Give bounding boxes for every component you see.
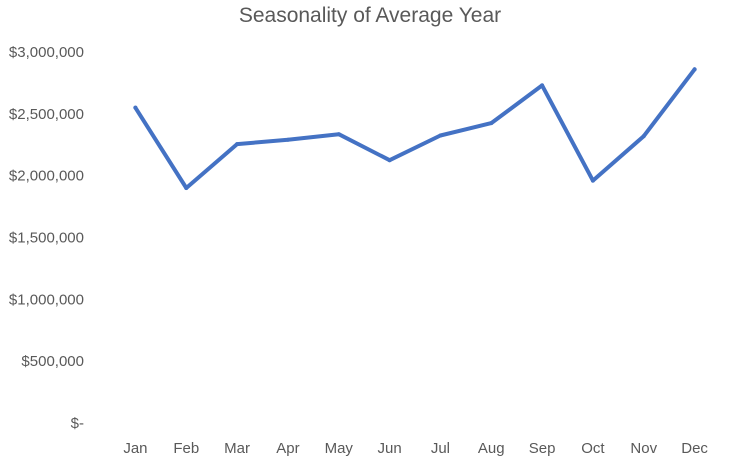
data-point <box>438 133 443 138</box>
data-point <box>285 137 290 142</box>
data-point <box>184 186 189 191</box>
x-tick-label: Sep <box>529 440 556 457</box>
y-axis: $- $500,000 $1,000,000 $1,500,000 $2,000,000… <box>9 44 84 432</box>
x-tick-label: Nov <box>630 440 657 457</box>
y-tick-label: $- <box>71 415 84 432</box>
series-line <box>133 67 697 190</box>
y-tick-label: $1,500,000 <box>9 230 84 247</box>
x-tick-label: Aug <box>478 440 505 457</box>
x-tick-label: Mar <box>224 440 250 457</box>
chart-title: Seasonality of Average Year <box>239 4 501 27</box>
data-point <box>641 134 646 139</box>
x-tick-label: Jan <box>123 440 147 457</box>
data-point <box>387 158 392 163</box>
x-tick-label: Jun <box>377 440 401 457</box>
series-layer <box>133 67 697 191</box>
data-point <box>540 83 545 88</box>
y-tick-label: $2,000,000 <box>9 168 84 185</box>
data-point <box>590 178 595 183</box>
y-tick-label: $500,000 <box>21 353 84 370</box>
x-tick-label: Oct <box>581 440 605 457</box>
x-tick-label: Dec <box>681 440 708 457</box>
y-tick-label: $1,000,000 <box>9 291 84 308</box>
x-tick-label: May <box>325 440 354 457</box>
x-tick-label: Apr <box>276 440 299 457</box>
x-axis: Jan Feb Mar Apr May Jun Jul Aug Sep Oct Nov Dec <box>123 440 708 457</box>
data-point <box>336 132 341 137</box>
data-point <box>692 67 697 72</box>
y-tick-label: $3,000,000 <box>9 44 84 61</box>
x-tick-label: Feb <box>173 440 199 457</box>
data-point <box>235 142 240 147</box>
data-point <box>489 121 494 126</box>
y-tick-label: $2,500,000 <box>9 106 84 123</box>
data-point <box>133 105 138 110</box>
x-tick-label: Jul <box>431 440 450 457</box>
